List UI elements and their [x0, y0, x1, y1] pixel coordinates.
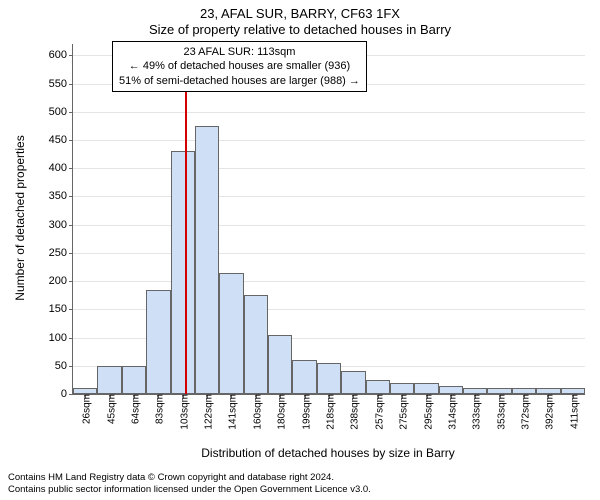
histogram-bar [146, 290, 170, 394]
xtick-label: 372sqm [517, 394, 532, 430]
ytick-label: 600 [49, 49, 73, 61]
xtick-label: 64sqm [126, 394, 141, 424]
histogram-bar [195, 126, 219, 394]
gridline [73, 253, 585, 254]
gridline [73, 225, 585, 226]
ytick-label: 400 [49, 162, 73, 174]
xtick-label: 411sqm [565, 394, 580, 429]
histogram-bar [439, 386, 463, 394]
gridline [73, 168, 585, 169]
histogram-bar [244, 295, 268, 394]
y-axis-label: Number of detached properties [13, 118, 27, 318]
chart-title-subtitle: Size of property relative to detached ho… [0, 22, 600, 37]
histogram-bar [317, 363, 341, 394]
marker-vline [185, 44, 187, 394]
gridline [73, 196, 585, 197]
xtick-label: 199sqm [297, 394, 312, 430]
histogram-bar [414, 383, 438, 394]
annotation-line-2: ← 49% of detached houses are smaller (93… [119, 59, 360, 73]
xtick-label: 26sqm [78, 394, 93, 424]
ytick-label: 50 [55, 360, 73, 372]
xtick-label: 275sqm [395, 394, 410, 430]
annotation-callout: 23 AFAL SUR: 113sqm ← 49% of detached ho… [112, 41, 367, 92]
histogram-bar [122, 366, 146, 394]
histogram-bar [390, 383, 414, 394]
xtick-label: 333sqm [468, 394, 483, 430]
ytick-label: 0 [61, 388, 73, 400]
xtick-label: 353sqm [492, 394, 507, 430]
annotation-line-1: 23 AFAL SUR: 113sqm [119, 45, 360, 59]
xtick-label: 295sqm [419, 394, 434, 430]
histogram-bar [341, 371, 365, 394]
footer-line-1: Contains HM Land Registry data © Crown c… [8, 472, 592, 484]
xtick-label: 180sqm [273, 394, 288, 430]
ytick-label: 300 [49, 219, 73, 231]
gridline [73, 140, 585, 141]
chart-title-address: 23, AFAL SUR, BARRY, CF63 1FX [0, 6, 600, 21]
xtick-label: 160sqm [248, 394, 263, 430]
xtick-label: 122sqm [200, 394, 215, 430]
attribution-footer: Contains HM Land Registry data © Crown c… [8, 472, 592, 496]
annotation-line-3: 51% of semi-detached houses are larger (… [119, 74, 360, 88]
xtick-label: 83sqm [151, 394, 166, 424]
ytick-label: 500 [49, 106, 73, 118]
histogram-bar [268, 335, 292, 394]
xtick-label: 141sqm [224, 394, 239, 430]
xtick-label: 218sqm [322, 394, 337, 430]
xtick-label: 45sqm [102, 394, 117, 424]
footer-line-2: Contains public sector information licen… [8, 484, 592, 496]
ytick-label: 450 [49, 134, 73, 146]
ytick-label: 150 [49, 303, 73, 315]
xtick-label: 238sqm [346, 394, 361, 430]
histogram-bar [366, 380, 390, 394]
gridline [73, 112, 585, 113]
x-axis-label: Distribution of detached houses by size … [72, 446, 584, 460]
histogram-bar [219, 273, 243, 394]
xtick-label: 392sqm [541, 394, 556, 430]
gridline [73, 281, 585, 282]
histogram-plot-area: 05010015020025030035040045050055060026sq… [72, 44, 585, 395]
histogram-bar [292, 360, 316, 394]
ytick-label: 100 [49, 332, 73, 344]
ytick-label: 200 [49, 275, 73, 287]
ytick-label: 350 [49, 190, 73, 202]
xtick-label: 257sqm [370, 394, 385, 430]
xtick-label: 103sqm [175, 394, 190, 430]
ytick-label: 550 [49, 78, 73, 90]
ytick-label: 250 [49, 247, 73, 259]
histogram-bar [171, 151, 195, 394]
xtick-label: 314sqm [443, 394, 458, 430]
histogram-bar [97, 366, 121, 394]
